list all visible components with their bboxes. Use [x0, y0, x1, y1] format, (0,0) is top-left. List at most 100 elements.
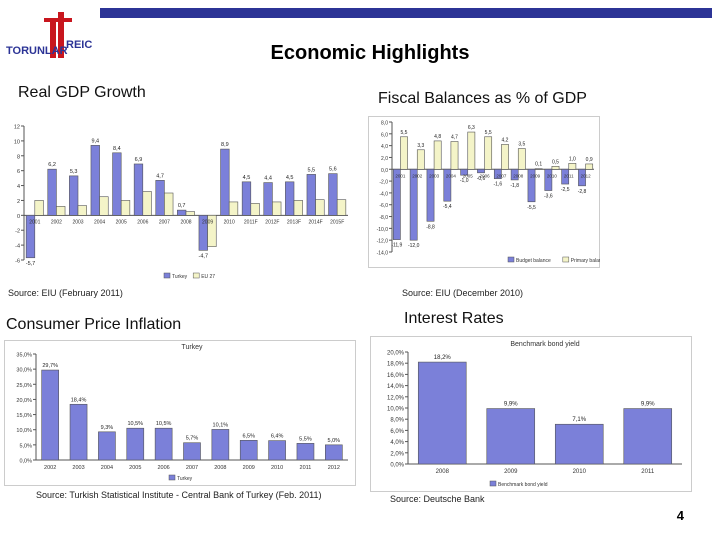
fiscal-chart-data-label: -5,5 — [527, 205, 536, 211]
fiscal-chart-y-tick-label: 6,0 — [381, 132, 388, 138]
cpi-chart-legend-label: Turkey — [177, 476, 193, 482]
gdp-chart-bar — [336, 199, 347, 216]
gdp-chart-legend-label: Turkey — [172, 274, 188, 280]
gdp-chart-category-label: 2015F — [330, 219, 344, 225]
slide-number: 4 — [676, 508, 684, 523]
gdp-chart-bar — [34, 200, 44, 216]
gdp-chart-bar — [133, 163, 144, 216]
page-title: Economic Highlights — [270, 42, 470, 64]
gdp-chart-bar — [120, 200, 131, 216]
cpi-chart-data-label: 10,5% — [156, 421, 172, 427]
rates-chart-category-label: 2008 — [436, 469, 450, 475]
cpi-chart-bar — [41, 369, 59, 461]
fiscal-chart-y-tick-label: -10,0 — [377, 227, 389, 233]
gdp-source: Source: EIU (February 2011) — [8, 288, 123, 298]
rates-chart-y-tick-label: 20,0% — [387, 351, 405, 357]
gdp-chart-category-label: 2003 — [72, 219, 83, 225]
fiscal-chart-data-label: -2,5 — [561, 187, 570, 193]
cpi-chart: Turkey 0,0% 5,0% 10,0% 15,0% 20,0% 25,0% 30,0% 3… — [4, 340, 356, 486]
fiscal-chart-y-tick-label: -6,0 — [379, 203, 388, 209]
fiscal-chart-data-label: 0,5 — [552, 159, 559, 165]
cpi-chart-data-label: 9,3% — [101, 425, 114, 431]
fiscal-chart-category-label: 2002 — [412, 173, 423, 178]
cpi-chart-data-label: 6,4% — [271, 434, 284, 440]
gdp-chart-bar — [69, 175, 79, 216]
fiscal-chart-bar — [460, 168, 469, 176]
gdp-chart-data-label: 5,6 — [329, 167, 337, 173]
gdp-chart-bar — [56, 206, 66, 216]
gdp-chart-legend-label: EU 27 — [201, 274, 215, 280]
rates-chart: Benchmark bond yield 0,0% 2,0% 4,0% 6,0% 8,0%… — [370, 336, 692, 492]
fiscal-chart-y-tick-label: 8,0 — [381, 121, 388, 127]
fiscal-chart-data-label: 4,7 — [451, 135, 458, 141]
fiscal-chart-bar — [585, 163, 594, 170]
gdp-chart-y-tick-label: -6 — [15, 259, 20, 265]
gdp-chart-bar — [185, 211, 195, 216]
gdp-chart-bar — [306, 174, 316, 216]
gdp-chart-bar — [164, 192, 174, 216]
fiscal-chart-bar — [578, 168, 586, 187]
rates-chart-bar — [623, 408, 673, 465]
gdp-chart-category-label: 2011F — [244, 219, 258, 225]
cpi-chart-bar — [211, 429, 230, 461]
fiscal-chart-y-tick-label: 2,0 — [381, 156, 388, 162]
gdp-chart-bar — [285, 181, 295, 216]
gdp-chart-data-label: 5,3 — [70, 169, 78, 175]
gdp-chart-y-tick-label: 10 — [14, 139, 20, 145]
gdp-chart-legend-swatch — [163, 272, 171, 279]
cpi-chart-y-tick-label: 20,0% — [16, 398, 32, 404]
fiscal-chart-category-label: 2004 — [446, 173, 457, 178]
cpi-chart-category-label: 2002 — [44, 465, 56, 471]
fiscal-chart-bar — [517, 148, 526, 170]
rates-chart-y-tick-label: 6,0% — [390, 429, 404, 435]
fiscal-chart-data-label: -0,6 — [477, 176, 486, 182]
cpi-chart-y-tick-label: 15,0% — [16, 413, 32, 419]
cpi-chart-category-label: 2004 — [101, 465, 113, 471]
fiscal-chart-bar — [527, 168, 536, 203]
cpi-chart-y-tick-label: 0,0% — [19, 459, 32, 465]
fiscal-chart-bar — [467, 131, 476, 170]
cpi-chart-bar — [268, 440, 286, 461]
fiscal-chart-legend-swatch — [507, 256, 515, 263]
fiscal-chart-data-label: 5,5 — [485, 130, 492, 136]
rates-chart-y-tick-label: 14,0% — [387, 384, 405, 390]
cpi-chart-bar — [296, 443, 315, 461]
gdp-chart-category-label: 2010 — [224, 219, 235, 225]
gdp-chart-category-label: 2001 — [29, 219, 40, 225]
gdp-chart-category-label: 2008 — [180, 219, 191, 225]
fiscal-chart-y-tick-label: -14,0 — [377, 251, 389, 257]
fiscal-chart-data-label: 3,3 — [417, 143, 424, 149]
cpi-chart-category-label: 2011 — [300, 465, 312, 471]
fiscal-chart-data-label: -1,6 — [494, 182, 503, 188]
gdp-chart-bar — [220, 148, 230, 216]
rates-chart-title: Benchmark bond yield — [510, 341, 579, 348]
gdp-chart-y-tick-label: 0 — [17, 214, 20, 220]
cpi-chart-y-tick-label: 30,0% — [16, 368, 32, 374]
gdp-chart-data-label: 4,4 — [264, 176, 272, 182]
fiscal-chart-bar — [477, 168, 485, 174]
fiscal-chart-bar — [400, 136, 408, 170]
fiscal-chart-data-label: -11,9 — [391, 243, 402, 249]
logo-pillar-left — [50, 18, 56, 58]
gdp-chart-bar — [315, 199, 325, 216]
cpi-chart-y-tick-label: 10,0% — [16, 428, 32, 434]
cpi-chart-category-label: 2012 — [328, 465, 340, 471]
fiscal-chart-category-label: 2005 — [463, 173, 474, 178]
fiscal-chart-bar — [392, 168, 401, 240]
fiscal-chart-data-label: 6,3 — [468, 125, 475, 131]
cpi-chart-bar — [239, 440, 258, 461]
cpi-chart-category-label: 2007 — [186, 465, 198, 471]
fiscal-chart-data-label: -1,0 — [460, 178, 469, 184]
rates-chart-legend-swatch — [489, 480, 497, 487]
fiscal-chart-bar — [450, 141, 459, 170]
cpi-chart-frame — [4, 340, 356, 486]
rates-chart-category-label: 2011 — [641, 469, 655, 475]
cpi-chart-bar — [126, 427, 145, 461]
fiscal-chart-bar — [426, 168, 435, 222]
rates-chart-y-tick-label: 16,0% — [387, 373, 405, 379]
fiscal-chart-data-label: 0,1 — [535, 162, 542, 168]
gdp-chart-bar — [241, 181, 252, 216]
fiscal-chart-y-tick-label: 4,0 — [381, 144, 388, 150]
cpi-chart-data-label: 10,1% — [213, 422, 229, 428]
gdp-chart-bar — [328, 173, 338, 216]
